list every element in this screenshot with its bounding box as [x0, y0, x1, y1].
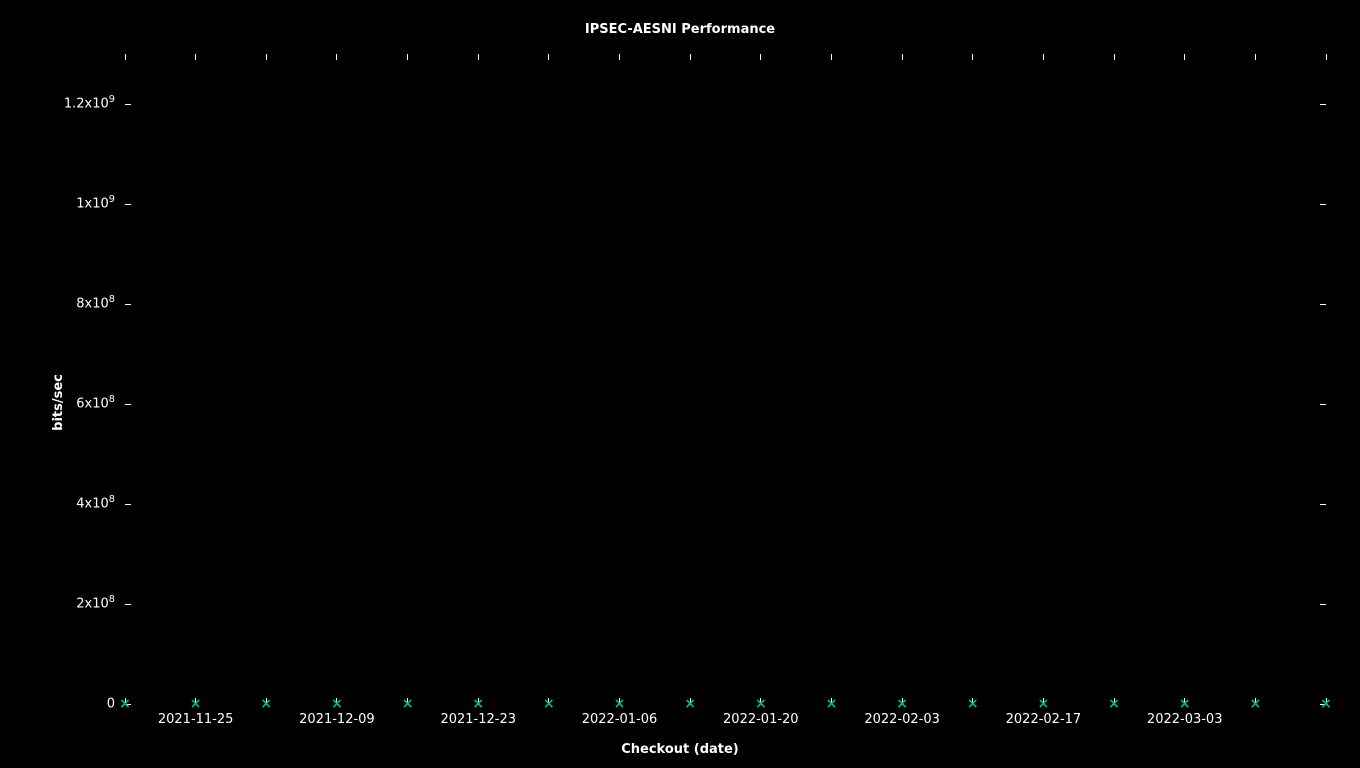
xtick-label: 2021-12-09 — [299, 712, 375, 727]
xtick-mark-top — [972, 54, 973, 60]
data-point-marker: × — [684, 697, 696, 711]
xtick-label: 2022-01-20 — [723, 712, 799, 727]
ytick-mark-right — [1320, 404, 1326, 405]
ytick-mark-left — [125, 204, 131, 205]
xtick-mark-top — [902, 54, 903, 60]
ytick-label: 6x108 — [76, 397, 115, 412]
xtick-mark-top — [336, 54, 337, 60]
xtick-mark-top — [125, 54, 126, 60]
ytick-mark-left — [125, 304, 131, 305]
data-point-marker: × — [755, 697, 767, 711]
data-point-marker: × — [1320, 697, 1332, 711]
data-point-marker: × — [260, 697, 272, 711]
xtick-mark-top — [1043, 54, 1044, 60]
chart-title: IPSEC-AESNI Performance — [0, 22, 1360, 37]
xtick-mark-top — [1255, 54, 1256, 60]
ytick-label: 2x108 — [76, 597, 115, 612]
xtick-label: 2022-03-03 — [1147, 712, 1223, 727]
ytick-label: 1x109 — [76, 197, 115, 212]
ytick-label: 0 — [107, 697, 115, 712]
ytick-mark-left — [125, 604, 131, 605]
xtick-label: 2022-02-03 — [864, 712, 940, 727]
data-point-marker: × — [896, 697, 908, 711]
xtick-mark-top — [1326, 54, 1327, 60]
data-point-marker: × — [119, 697, 131, 711]
data-point-marker: × — [1108, 697, 1120, 711]
xtick-mark-top — [1114, 54, 1115, 60]
ytick-label: 8x108 — [76, 297, 115, 312]
xtick-label: 2021-12-23 — [440, 712, 516, 727]
ytick-mark-left — [125, 404, 131, 405]
xtick-label: 2022-02-17 — [1006, 712, 1082, 727]
data-point-marker: × — [1179, 697, 1191, 711]
xtick-mark-top — [1184, 54, 1185, 60]
data-point-marker: × — [190, 697, 202, 711]
data-point-marker: × — [967, 697, 979, 711]
ytick-label: 4x108 — [76, 497, 115, 512]
xtick-mark-top — [266, 54, 267, 60]
data-point-marker: × — [331, 697, 343, 711]
xtick-mark-top — [195, 54, 196, 60]
data-point-marker: × — [614, 697, 626, 711]
xtick-label: 2022-01-06 — [582, 712, 658, 727]
xtick-label: 2021-11-25 — [158, 712, 234, 727]
y-axis-label: bits/sec — [51, 374, 66, 431]
xtick-mark-top — [548, 54, 549, 60]
data-point-marker: × — [1249, 697, 1261, 711]
performance-chart: IPSEC-AESNI Performance bits/sec Checkou… — [0, 0, 1360, 768]
data-point-marker: × — [826, 697, 838, 711]
ytick-mark-left — [125, 104, 131, 105]
xtick-mark-top — [760, 54, 761, 60]
xtick-mark-top — [690, 54, 691, 60]
ytick-mark-right — [1320, 604, 1326, 605]
x-axis-label: Checkout (date) — [0, 742, 1360, 757]
ytick-mark-right — [1320, 104, 1326, 105]
ytick-mark-right — [1320, 504, 1326, 505]
xtick-mark-top — [407, 54, 408, 60]
xtick-mark-top — [619, 54, 620, 60]
data-point-marker: × — [472, 697, 484, 711]
ytick-label: 1.2x109 — [64, 97, 115, 112]
data-point-marker: × — [543, 697, 555, 711]
ytick-mark-right — [1320, 304, 1326, 305]
data-point-marker: × — [1038, 697, 1050, 711]
data-point-marker: × — [402, 697, 414, 711]
ytick-mark-right — [1320, 204, 1326, 205]
xtick-mark-top — [478, 54, 479, 60]
ytick-mark-left — [125, 504, 131, 505]
xtick-mark-top — [831, 54, 832, 60]
